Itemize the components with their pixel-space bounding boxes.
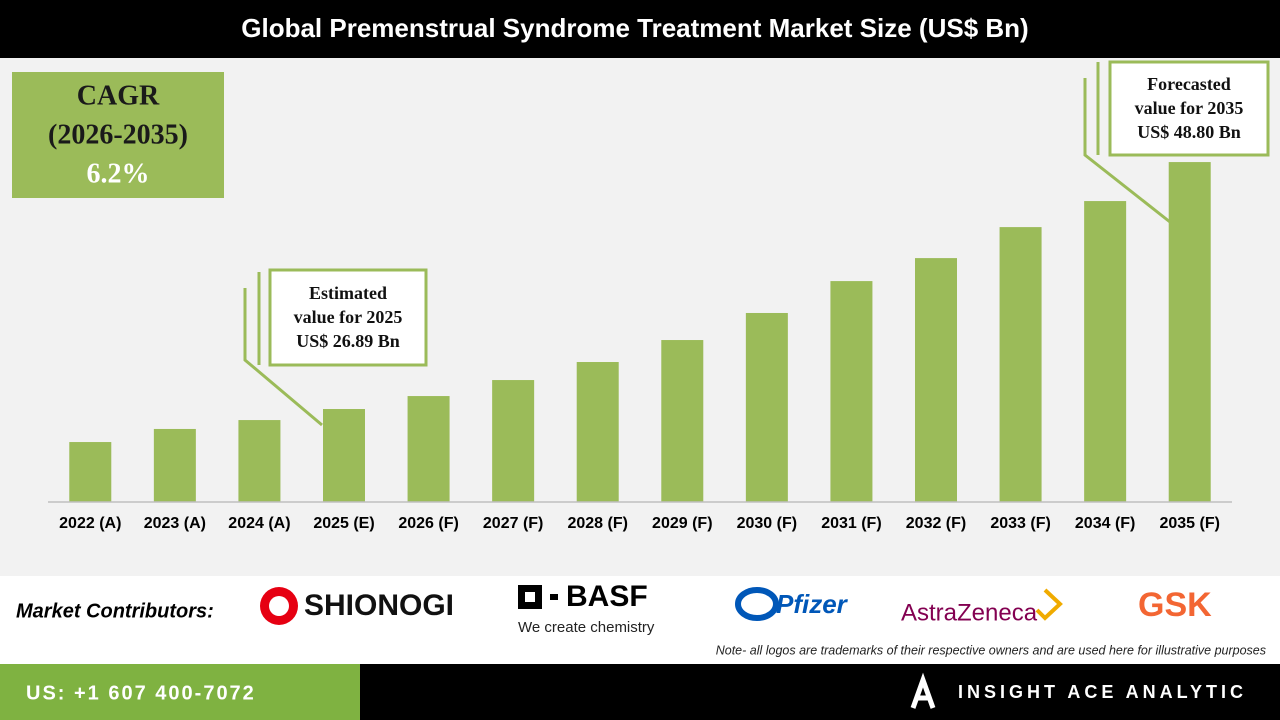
logo-text: AstraZeneca bbox=[901, 599, 1038, 626]
annotation-text: US$ 26.89 Bn bbox=[296, 331, 400, 351]
callout-2035 bbox=[1083, 60, 1270, 224]
bar bbox=[407, 396, 450, 502]
x-tick-label: 2030 (F) bbox=[737, 515, 797, 532]
x-tick-label: 2026 (F) bbox=[398, 515, 458, 532]
bar bbox=[576, 362, 619, 502]
bar bbox=[1168, 162, 1211, 502]
astrazeneca-icon bbox=[1035, 588, 1063, 621]
basf-icon bbox=[550, 594, 558, 600]
logo-text: GSK bbox=[1138, 586, 1212, 624]
x-tick-label: 2033 (F) bbox=[990, 515, 1050, 532]
annotation-text: US$ 48.80 Bn bbox=[1137, 122, 1241, 142]
x-tick-label: 2031 (F) bbox=[821, 515, 881, 532]
x-tick-label: 2028 (F) bbox=[567, 515, 627, 532]
cagr-box bbox=[12, 72, 224, 198]
annotation-text: Forecasted bbox=[1147, 74, 1231, 94]
x-tick-label: 2024 (A) bbox=[228, 515, 290, 532]
contributors-label: Market Contributors: bbox=[16, 600, 214, 622]
x-tick-label: 2022 (A) bbox=[59, 515, 121, 532]
pfizer-icon bbox=[735, 587, 779, 621]
phone: US: +1 607 400-7072 bbox=[26, 682, 256, 704]
callout-2025 bbox=[243, 268, 428, 427]
brand: INSIGHT ACE ANALYTIC bbox=[958, 682, 1247, 702]
cagr-text: CAGR bbox=[77, 80, 160, 111]
bar bbox=[661, 340, 704, 502]
bar bbox=[830, 281, 873, 502]
bar bbox=[915, 258, 957, 502]
annotation-text: Estimated bbox=[309, 283, 387, 303]
footer-right bbox=[360, 664, 1280, 720]
chart-title: Global Premenstrual Syndrome Treatment M… bbox=[241, 13, 1028, 43]
logo-text: SHIONOGI bbox=[304, 589, 454, 622]
x-tick-label: 2025 (E) bbox=[313, 515, 374, 532]
basf-icon bbox=[525, 592, 535, 602]
x-tick-label: 2034 (F) bbox=[1075, 515, 1135, 532]
bar bbox=[999, 227, 1042, 503]
bar bbox=[323, 409, 365, 502]
cagr-text: 6.2% bbox=[87, 158, 150, 189]
contributors-strip bbox=[0, 576, 1280, 664]
shionogi-icon bbox=[269, 596, 289, 616]
annotation-text: value for 2035 bbox=[1135, 98, 1244, 118]
note: Note- all logos are trademarks of their … bbox=[716, 643, 1266, 657]
bar bbox=[1084, 201, 1127, 502]
bar bbox=[153, 428, 196, 502]
x-tick-label: 2023 (A) bbox=[144, 515, 206, 532]
x-tick-label: 2027 (F) bbox=[483, 515, 543, 532]
logo-tagline: We create chemistry bbox=[518, 619, 655, 636]
bar bbox=[745, 312, 788, 502]
bar bbox=[238, 420, 281, 502]
brand-icon bbox=[910, 672, 936, 709]
bar bbox=[492, 380, 535, 502]
logo-text: BASF bbox=[566, 580, 648, 613]
bar bbox=[69, 442, 112, 502]
cagr-text: (2026-2035) bbox=[48, 119, 188, 150]
footer-left bbox=[0, 664, 360, 720]
x-tick-label: 2029 (F) bbox=[652, 515, 712, 532]
logo-text: Pfizer bbox=[776, 589, 849, 619]
annotation-text: value for 2025 bbox=[294, 307, 403, 327]
x-tick-label: 2032 (F) bbox=[906, 515, 966, 532]
x-tick-label: 2035 (F) bbox=[1159, 515, 1219, 532]
title-bar bbox=[0, 0, 1280, 58]
